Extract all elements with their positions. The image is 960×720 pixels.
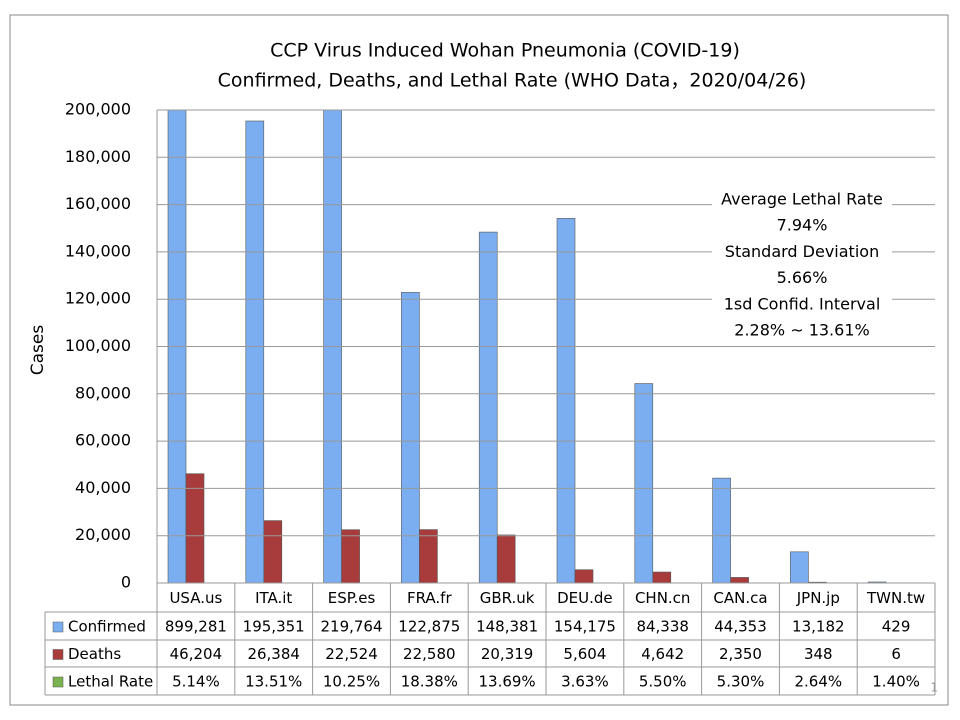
- y-axis-label: Cases: [28, 325, 48, 376]
- legend-label: Confirmed: [68, 618, 146, 636]
- y-tick-label: 20,000: [75, 525, 131, 544]
- annotation: Average Lethal Rate: [721, 190, 883, 209]
- bar: [323, 110, 342, 583]
- bar: [263, 520, 283, 583]
- y-tick-label: 100,000: [65, 336, 131, 355]
- bar: [419, 529, 438, 583]
- chart-title: CCP Virus Induced Wohan Pneumonia (COVID…: [270, 40, 740, 62]
- table-cell: 6: [891, 645, 901, 663]
- x-tick-label: ITA.it: [255, 589, 292, 607]
- page-number: 1: [930, 681, 938, 695]
- bar: [556, 218, 576, 583]
- bar: [496, 534, 516, 583]
- table-cell: 13,182: [792, 618, 845, 636]
- annotation: 5.66%: [777, 268, 828, 287]
- bar: [478, 231, 498, 583]
- table-cell: 5.50%: [639, 673, 687, 691]
- y-tick-label: 200,000: [65, 100, 131, 119]
- x-tick-label: USA.us: [169, 589, 222, 607]
- y-tick-label: 120,000: [65, 289, 131, 308]
- table-cell: 13.51%: [245, 673, 302, 691]
- annotation: Standard Deviation: [725, 242, 879, 261]
- chart-subtitle: Confirmed, Deaths, and Lethal Rate (WHO …: [218, 70, 807, 92]
- table-cell: 3.63%: [561, 673, 609, 691]
- x-tick-label: CHN.cn: [635, 589, 691, 607]
- table-cell: 13.69%: [478, 673, 535, 691]
- bar: [712, 477, 731, 583]
- bar: [730, 577, 749, 583]
- annotation: 2.28% ~ 13.61%: [734, 321, 869, 340]
- table-cell: 26,384: [247, 645, 300, 663]
- annotation: 7.94%: [777, 216, 828, 235]
- table-cell: 20,319: [481, 645, 534, 663]
- bar: [401, 292, 420, 583]
- table-cell: 429: [882, 618, 911, 636]
- bar: [185, 473, 205, 583]
- x-tick-label: GBR.uk: [480, 589, 535, 607]
- x-tick-label: DEU.de: [557, 589, 613, 607]
- table-cell: 22,580: [403, 645, 456, 663]
- table-cell: 219,764: [320, 618, 382, 636]
- annotation-bg: [712, 189, 892, 211]
- table-cell: 22,524: [325, 645, 378, 663]
- table-cell: 44,353: [714, 618, 767, 636]
- x-tick-label: FRA.fr: [407, 589, 452, 607]
- y-tick-label: 140,000: [65, 241, 131, 260]
- bar: [634, 383, 654, 583]
- y-tick-label: 60,000: [75, 431, 131, 450]
- y-tick-label: 180,000: [65, 147, 131, 166]
- bar: [652, 571, 672, 583]
- table-cell: 148,381: [476, 618, 538, 636]
- x-tick-label: ESP.es: [328, 589, 376, 607]
- x-tick-label: CAN.ca: [713, 589, 767, 607]
- annotation-bg: [712, 293, 892, 316]
- annotation-bg: [712, 267, 892, 290]
- x-tick-label: TWN.tw: [866, 589, 925, 607]
- table-cell: 46,204: [170, 645, 223, 663]
- table-cell: 2.64%: [794, 673, 842, 691]
- table-cell: 154,175: [554, 618, 616, 636]
- y-tick-label: 80,000: [75, 383, 131, 402]
- y-tick-label: 0: [121, 573, 131, 592]
- bar: [790, 551, 809, 583]
- bar: [341, 529, 360, 583]
- x-tick-label: JPN.jp: [796, 589, 840, 607]
- annotation-bg: [712, 215, 892, 238]
- table-cell: 18.38%: [401, 673, 458, 691]
- legend-key: [52, 676, 64, 688]
- table-cell: 84,338: [636, 618, 689, 636]
- annotation: 1sd Confid. Interval: [724, 294, 881, 313]
- table-cell: 899,281: [165, 618, 227, 636]
- table-cell: 5.30%: [717, 673, 765, 691]
- table-cell: 4,642: [641, 645, 684, 663]
- annotation-bg: [712, 320, 892, 342]
- table-cell: 122,875: [398, 618, 460, 636]
- y-tick-label: 40,000: [75, 478, 131, 497]
- table-cell: 1.40%: [872, 673, 920, 691]
- table-cell: 5.14%: [172, 673, 220, 691]
- bar: [574, 569, 594, 583]
- table-cell: 2,350: [719, 645, 762, 663]
- legend-key: [52, 621, 64, 633]
- table-cell: 348: [804, 645, 833, 663]
- table-cell: 10.25%: [323, 673, 380, 691]
- legend-label: Deaths: [68, 645, 121, 663]
- y-tick-label: 160,000: [65, 194, 131, 213]
- annotation-bg: [712, 241, 892, 264]
- table-cell: 195,351: [243, 618, 305, 636]
- table-cell: 5,604: [563, 645, 606, 663]
- legend-key: [52, 649, 64, 660]
- legend-label: Lethal Rate: [68, 673, 153, 691]
- bar: [245, 120, 265, 583]
